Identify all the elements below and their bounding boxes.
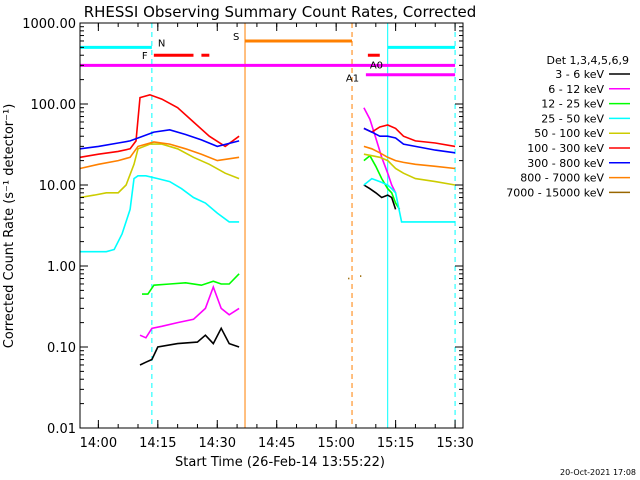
series-line xyxy=(363,184,397,210)
series-line xyxy=(139,326,240,366)
legend-label: 6 - 12 keV xyxy=(548,83,604,96)
legend-label: 7000 - 15000 keV xyxy=(506,186,604,199)
flag-label: F xyxy=(142,51,148,62)
series-line xyxy=(79,128,240,150)
legend-label: 12 - 25 keV xyxy=(541,98,604,111)
flag-label: N xyxy=(158,38,165,49)
y-tick-label: 10.00 xyxy=(39,179,76,194)
series-line xyxy=(79,141,240,170)
series-line xyxy=(363,145,456,170)
x-tick-label: 15:15 xyxy=(377,436,414,451)
x-tick-label: 14:45 xyxy=(258,436,295,451)
legend: Det 1,3,4,5,6,9 3 - 6 keV 6 - 12 keV 12 - … xyxy=(506,54,630,199)
flag-label: A1 xyxy=(346,74,359,85)
y-tick-label: 1000.00 xyxy=(22,17,76,32)
series-line xyxy=(142,273,240,295)
x-tick-label: 14:15 xyxy=(139,436,176,451)
series-line xyxy=(79,93,240,159)
legend-title: Det 1,3,4,5,6,9 xyxy=(546,54,629,67)
y-tick-label: 0.01 xyxy=(47,422,76,437)
legend-label: 300 - 800 keV xyxy=(527,157,604,170)
flag-label: S xyxy=(233,32,239,43)
y-tick-label: 1.00 xyxy=(47,260,76,275)
y-tick-label: 0.10 xyxy=(47,341,76,356)
legend-label: 800 - 7000 keV xyxy=(520,172,604,185)
flag-label: A0 xyxy=(370,60,383,71)
plot-frame xyxy=(79,22,464,429)
series-line xyxy=(79,143,240,199)
legend-label: 100 - 300 keV xyxy=(527,142,604,155)
x-tick-label: 14:30 xyxy=(199,436,236,451)
footer-timestamp: 20-Oct-2021 17:08 xyxy=(560,468,636,477)
chart-title: RHESSI Observing Summary Count Rates, Co… xyxy=(84,3,477,21)
x-tick-label: 15:00 xyxy=(317,436,354,451)
x-axis-label: Start Time (26-Feb-14 13:55:22) xyxy=(175,455,385,470)
series-line xyxy=(363,153,456,186)
y-axis-label: Corrected Count Rate (s⁻¹ detector⁻¹) xyxy=(2,104,17,349)
series-line xyxy=(363,177,456,223)
x-tick-label: 15:30 xyxy=(436,436,473,451)
series-line xyxy=(363,124,456,148)
series-line xyxy=(80,175,240,253)
legend-label: 50 - 100 keV xyxy=(534,127,604,140)
y-tick-label: 100.00 xyxy=(31,98,77,113)
x-tick-label: 14:00 xyxy=(80,436,117,451)
legend-label: 3 - 6 keV xyxy=(555,68,604,81)
series-line xyxy=(139,284,240,339)
series-line xyxy=(363,127,456,154)
legend-label: 25 - 50 keV xyxy=(541,112,604,125)
